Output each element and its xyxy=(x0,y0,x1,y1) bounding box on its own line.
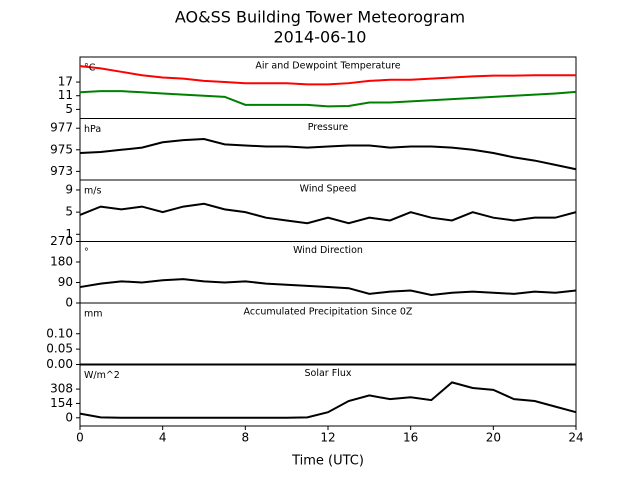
panel-title: Pressure xyxy=(308,122,349,133)
y-tick-label: 17 xyxy=(58,75,73,89)
panel-unit: W/m^2 xyxy=(84,370,120,381)
y-tick-label: 5 xyxy=(65,205,73,219)
figure-title: AO&SS Building Tower Meteorogram xyxy=(175,8,465,27)
panel-unit: °C xyxy=(84,63,96,74)
panel-title: Solar Flux xyxy=(305,368,352,379)
data-line xyxy=(79,381,577,419)
y-tick-label: 154 xyxy=(50,396,73,410)
x-tick-label: 4 xyxy=(159,431,167,445)
y-tick-label: 11 xyxy=(58,88,73,102)
panel-unit: ° xyxy=(84,247,89,258)
y-tick-label: 0.10 xyxy=(46,326,73,340)
panel-unit: mm xyxy=(84,309,103,320)
y-tick-label: 9 xyxy=(65,182,73,196)
x-axis-label: Time (UTC) xyxy=(291,454,364,469)
y-tick-label: 0 xyxy=(65,410,73,424)
panel-title: Wind Direction xyxy=(293,245,363,256)
y-tick-label: 90 xyxy=(58,275,73,289)
y-tick-label: 0.00 xyxy=(46,357,73,371)
panel-title: Air and Dewpoint Temperature xyxy=(255,61,400,72)
panel-unit: hPa xyxy=(84,124,101,135)
figure-date: 2014-06-10 xyxy=(274,28,367,47)
y-tick-label: 975 xyxy=(50,142,73,156)
x-tick-label: 16 xyxy=(403,431,418,445)
data-line xyxy=(79,65,576,86)
data-line xyxy=(79,137,577,171)
y-tick-label: 5 xyxy=(65,102,73,116)
x-tick-label: 8 xyxy=(242,431,250,445)
y-tick-label: 308 xyxy=(50,382,73,396)
y-tick-label: 1 xyxy=(65,227,73,241)
x-tick-label: 12 xyxy=(320,431,335,445)
y-tick-label: 0.05 xyxy=(46,342,73,356)
panel-title: Wind Speed xyxy=(300,184,357,195)
data-line xyxy=(79,202,577,225)
x-tick-label: 20 xyxy=(486,431,501,445)
x-tick-label: 24 xyxy=(568,431,583,445)
y-tick-label: 180 xyxy=(50,255,73,269)
y-tick-label: 270 xyxy=(50,234,73,248)
data-line xyxy=(79,90,577,108)
x-tick-label: 0 xyxy=(76,431,84,445)
y-tick-label: 977 xyxy=(50,121,73,135)
data-line xyxy=(79,278,577,297)
y-tick-label: 0 xyxy=(65,296,73,310)
y-tick-label: 973 xyxy=(50,164,73,178)
panel-unit: m/s xyxy=(84,186,101,197)
panel-title: Accumulated Precipitation Since 0Z xyxy=(244,307,413,318)
